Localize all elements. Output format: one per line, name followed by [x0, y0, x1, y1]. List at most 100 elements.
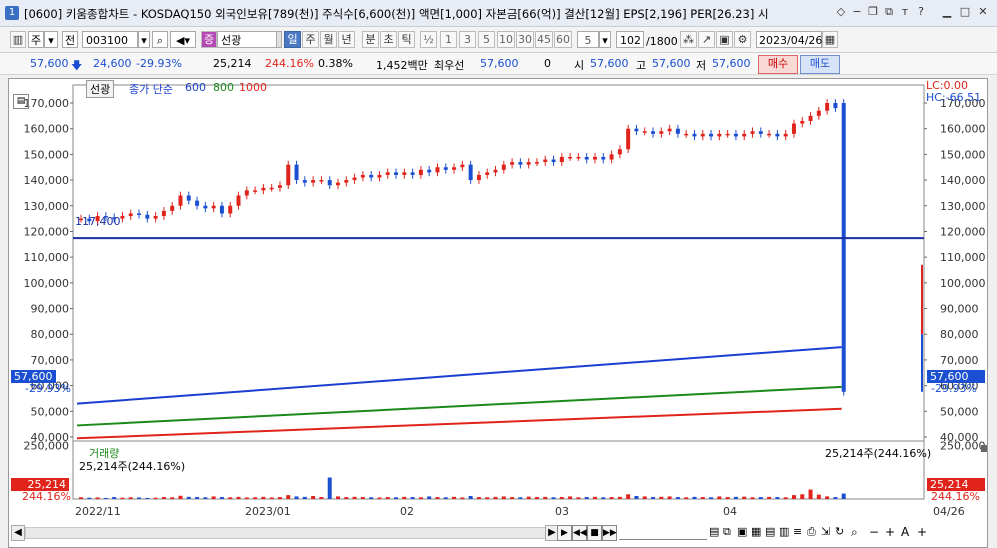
interval-1[interactable]: 1	[440, 31, 457, 48]
speed-slider[interactable]	[619, 525, 707, 540]
zoom-in-icon[interactable]: +	[885, 525, 896, 539]
chart-area[interactable]: 170,000 170,000 160,000 160,000 150,000 150,0…	[8, 78, 988, 548]
interval-10[interactable]: 10	[497, 31, 515, 48]
volume-panel-frame	[72, 440, 925, 500]
volume-bar	[568, 496, 573, 499]
candle-body	[543, 159, 548, 163]
scrollbar-track[interactable]	[25, 527, 547, 539]
grid-icon[interactable]: ▤	[709, 525, 720, 538]
interval-45[interactable]: 45	[535, 31, 553, 48]
candle-body	[269, 187, 274, 190]
volume-bar	[443, 497, 448, 499]
candle-body	[717, 133, 722, 137]
interval-5[interactable]: 5	[478, 31, 495, 48]
candle-body	[95, 216, 100, 222]
draw-icon[interactable]: ↗	[698, 31, 715, 48]
stock-name-handle[interactable]	[276, 31, 282, 48]
interval-select[interactable]: 5	[577, 31, 599, 48]
settings-icon[interactable]: ⚙	[734, 31, 751, 48]
panel-icon[interactable]: ▣	[737, 525, 748, 538]
candle-body	[617, 149, 622, 155]
scroll-right-icon[interactable]: ▶	[545, 525, 559, 541]
order-icon[interactable]: ▤	[765, 525, 776, 538]
current-pct-left: -29.93%	[25, 382, 71, 395]
candle-body	[377, 174, 382, 178]
candle-body	[667, 128, 672, 132]
refresh-icon[interactable]: ↻	[835, 525, 845, 538]
chart-menu-icon[interactable]: ▥	[10, 31, 26, 48]
candle-body	[352, 177, 357, 181]
calendar-icon[interactable]: ▦	[822, 31, 838, 48]
stop-icon[interactable]: ■	[587, 525, 602, 541]
tab-second[interactable]: 초	[380, 31, 397, 48]
close-icon[interactable]: ✕	[978, 5, 988, 18]
count-input[interactable]: 102	[616, 31, 644, 48]
minimize-group-icon[interactable]: −	[852, 5, 862, 18]
candle-body	[783, 133, 788, 137]
forward-icon[interactable]: ▶▶	[602, 525, 617, 541]
search-chart-icon[interactable]: ⌕	[851, 525, 858, 539]
candle-body	[609, 154, 614, 160]
chart-canvas[interactable]: 170,000 170,000 160,000 160,000 150,000 150,0…	[9, 79, 987, 547]
rewind-icon[interactable]: ◀◀	[572, 525, 587, 541]
tab-week[interactable]: 주	[302, 31, 319, 48]
pin-icon[interactable]: ◇	[836, 5, 846, 18]
export-icon[interactable]: ⇲	[821, 525, 831, 538]
tab-tick[interactable]: 틱	[398, 31, 415, 48]
current-pct-right: -29.93%	[931, 382, 977, 395]
save-icon[interactable]: ▣	[716, 31, 733, 48]
date-input[interactable]: 2023/04/26	[756, 31, 822, 48]
search-icon[interactable]: ⌕	[152, 31, 168, 48]
candle-body	[559, 156, 564, 163]
tab-month[interactable]: 월	[320, 31, 337, 48]
speaker-icon[interactable]: ◀▾	[170, 31, 196, 48]
code-input[interactable]: 003100	[82, 31, 138, 48]
best-price: 57,600	[480, 57, 519, 70]
interval-half[interactable]: ½	[420, 31, 437, 48]
code-dropdown-icon[interactable]: ▾	[138, 31, 150, 48]
candle-body	[219, 205, 224, 214]
stock-name-field[interactable]: 선광	[217, 31, 277, 48]
candle-body	[327, 180, 332, 186]
period-dropdown-icon[interactable]: ▾	[44, 31, 58, 48]
font-icon[interactable]: ᴛ	[901, 5, 909, 18]
layout-icon[interactable]: ▦	[751, 525, 762, 538]
play-icon[interactable]: ▶	[557, 525, 572, 541]
sell-button[interactable]: 매도	[800, 55, 840, 74]
table-icon[interactable]: ▥	[779, 525, 790, 538]
interval-3[interactable]: 3	[459, 31, 476, 48]
indicator-icon[interactable]: ⁂	[680, 31, 697, 48]
interval-60[interactable]: 60	[554, 31, 572, 48]
volume-bar	[825, 496, 830, 499]
volume-bar	[534, 497, 539, 499]
period-week-button[interactable]: 주	[28, 31, 44, 48]
tab-year[interactable]: 년	[338, 31, 355, 48]
volume-bar	[327, 477, 332, 499]
volume-bar	[336, 496, 340, 499]
open-price: 57,600	[590, 57, 629, 70]
copy-icon[interactable]: ⧉	[723, 525, 731, 538]
arrange-icon[interactable]: ⧉	[885, 5, 893, 18]
scroll-left-icon[interactable]: ◀	[11, 525, 25, 541]
maximize-icon[interactable]: □	[959, 5, 971, 18]
buy-button[interactable]: 매수	[758, 55, 798, 74]
print-icon[interactable]: ⎙	[807, 525, 816, 538]
interval-dropdown-icon[interactable]: ▾	[599, 31, 611, 48]
tab-minute[interactable]: 분	[362, 31, 379, 48]
volume-bar	[120, 497, 125, 499]
expand-icon[interactable]: +	[917, 525, 928, 539]
tab-day[interactable]: 일	[284, 31, 301, 48]
minimize-icon[interactable]: ▁	[942, 5, 952, 18]
list-icon[interactable]: ≡	[793, 525, 803, 538]
prev-button[interactable]: 전	[62, 31, 78, 48]
interval-30[interactable]: 30	[516, 31, 534, 48]
volume-panel-close-icon[interactable]	[981, 445, 987, 452]
restore-group-icon[interactable]: ❐	[868, 5, 878, 18]
volume-bar	[277, 497, 282, 499]
panel-menu-icon[interactable]: ▤	[13, 94, 29, 109]
font-size-icon[interactable]: A	[901, 525, 910, 539]
help-icon[interactable]: ?	[918, 5, 924, 18]
volume-bar	[717, 496, 722, 499]
zoom-out-icon[interactable]: −	[869, 525, 880, 539]
volume-bar	[161, 497, 166, 499]
